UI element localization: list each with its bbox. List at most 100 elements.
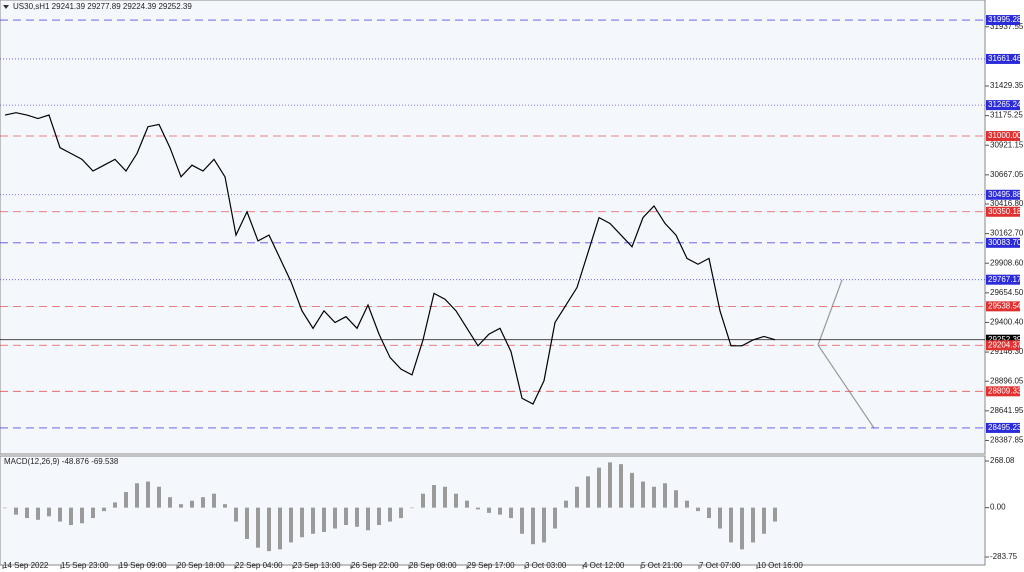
macd-bar — [201, 497, 205, 508]
x-tick-label: 28 Sep 08:00 — [409, 561, 457, 570]
macd-bar — [542, 507, 546, 543]
macd-bar — [553, 507, 557, 529]
macd-bar — [300, 507, 304, 538]
y-tick-label: 29908.60 — [990, 258, 1024, 267]
level-label-box — [986, 131, 1020, 142]
macd-bar — [124, 491, 128, 508]
price-panel — [0, 0, 986, 455]
macd-bar — [443, 486, 447, 508]
macd-bar — [245, 507, 249, 539]
level-label: 30350.18 — [988, 207, 1022, 216]
macd-bar — [146, 481, 150, 508]
x-tick-label: 15 Sep 23:00 — [61, 561, 109, 570]
level-label: 31265.24 — [988, 100, 1022, 109]
macd-bar — [157, 486, 161, 508]
y-tick-label: 0.00 — [990, 503, 1006, 512]
macd-bar — [223, 504, 227, 508]
macd-bar — [608, 462, 612, 508]
macd-bar — [520, 507, 524, 534]
macd-bar — [586, 476, 590, 508]
macd-bar — [3, 507, 7, 509]
level-label: 29204.37 — [988, 340, 1022, 349]
x-tick-label: 14 Sep 2022 — [3, 561, 49, 570]
macd-bar — [718, 507, 722, 529]
forecast-arrows — [817, 279, 875, 429]
level-label-box — [986, 206, 1020, 217]
macd-bar — [432, 485, 436, 508]
macd-bar — [278, 507, 282, 550]
y-tick-label: 31937.55 — [990, 22, 1024, 31]
y-tick-label: -283.75 — [990, 552, 1018, 561]
macd-bar — [366, 507, 370, 531]
level-label-box — [986, 237, 1020, 248]
menu-arrow — [3, 5, 9, 9]
level-label: 31661.46 — [988, 54, 1022, 63]
macd-bar — [663, 483, 667, 508]
macd-bar — [421, 493, 425, 508]
macd-bar — [25, 507, 29, 519]
y-tick-label: 268.08 — [990, 456, 1015, 465]
level-label: 29767.17 — [988, 275, 1022, 284]
macd-bar — [91, 507, 95, 519]
macd-bar — [564, 500, 568, 508]
macd-bar — [311, 507, 315, 534]
macd-title: MACD(12,26,9) -48.876 -69.538 — [4, 457, 119, 466]
macd-bar — [707, 507, 711, 519]
level-label: 28495.23 — [988, 423, 1022, 432]
macd-bar — [619, 464, 623, 508]
macd-bar — [751, 507, 755, 543]
x-tick-label: 20 Sep 18:00 — [177, 561, 225, 570]
y-tick-label: 31429.35 — [990, 81, 1024, 90]
y-tick-label: 28896.05 — [990, 376, 1024, 385]
macd-bar — [487, 507, 491, 513]
level-label-box — [986, 189, 1020, 200]
macd-bar — [597, 467, 601, 508]
level-label-box — [986, 53, 1020, 64]
level-label: 29252.39 — [988, 335, 1022, 344]
y-tick-label: 31175.25 — [990, 111, 1023, 120]
level-label-box — [986, 386, 1020, 397]
y-tick-label: 30416.80 — [990, 199, 1024, 208]
macd-bar — [674, 490, 678, 508]
macd-bar — [454, 493, 458, 508]
macd-bar — [498, 507, 502, 515]
y-tick-label: 29400.40 — [990, 318, 1024, 327]
x-tick-label: 10 Oct 16:00 — [757, 561, 803, 570]
x-tick-label: 3 Oct 03:00 — [525, 561, 567, 570]
macd-bar — [641, 481, 645, 508]
macd-bar — [113, 502, 117, 508]
macd-bar — [344, 507, 348, 526]
macd-bar — [256, 507, 260, 548]
macd-bar — [333, 507, 337, 529]
macd-bar — [410, 507, 414, 509]
macd-bar — [476, 507, 480, 510]
level-label-box — [986, 301, 1020, 312]
level-label: 29538.54 — [988, 301, 1022, 310]
macd-bar — [289, 507, 293, 543]
y-tick-label: 29146.30 — [990, 347, 1024, 356]
macd-bar — [179, 504, 183, 508]
macd-bar — [575, 486, 579, 508]
y-tick-label: 30162.70 — [990, 229, 1024, 238]
macd-bar — [190, 500, 194, 508]
chart-title: US30,sH1 29241.39 29277.89 29224.39 2925… — [13, 2, 192, 11]
y-tick-label: 29654.50 — [990, 288, 1024, 297]
level-label-box — [986, 422, 1020, 433]
level-label: 30083.70 — [988, 238, 1022, 247]
y-tick-label: 30921.15 — [990, 140, 1024, 149]
y-tick-label: 28641.95 — [990, 406, 1024, 415]
level-label-box — [986, 274, 1020, 285]
macd-bar — [234, 507, 238, 522]
level-label-box — [986, 100, 1020, 111]
macd-bar — [740, 507, 744, 550]
x-tick-label: 26 Sep 22:00 — [351, 561, 399, 570]
macd-bar — [102, 507, 106, 512]
macd-bar — [212, 493, 216, 508]
macd-bar — [267, 507, 271, 552]
macd-bar — [388, 507, 392, 522]
x-tick-label: 7 Oct 07:00 — [699, 561, 741, 570]
macd-bar — [685, 500, 689, 508]
y-tick-label: 28387.85 — [990, 436, 1024, 445]
